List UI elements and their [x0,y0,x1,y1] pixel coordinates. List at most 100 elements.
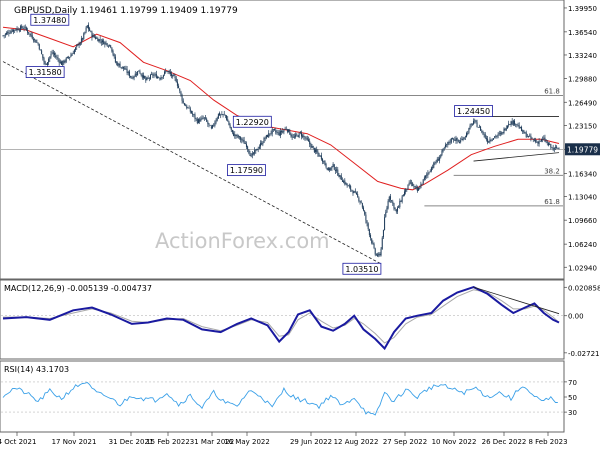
candle-body [37,43,39,45]
candle-body [23,28,25,29]
candle-body [471,124,473,125]
date-tick-label: 15 Feb 2022 [146,438,190,446]
candle-body [365,214,367,221]
candle-body [188,107,190,109]
candle-body [470,124,472,126]
candle-body [415,186,417,189]
candle-body [189,108,191,112]
candle-body [327,168,329,171]
candle-body [121,66,123,68]
candle-body [217,113,219,119]
candle-body [152,74,154,76]
candle-body [114,56,116,63]
macd-tick-label: 0.00 [568,313,584,321]
candle-body [124,68,126,70]
candle-body [354,191,356,193]
candle-body [372,242,374,245]
candle-body [523,130,525,134]
date-tick-label: 31 Mar 2022 [190,438,234,446]
candle-body [480,126,482,131]
price-label-box [454,105,493,117]
candle-body [460,140,462,143]
candle-body [208,123,210,125]
date-tick-label: 4 Oct 2021 [0,438,36,446]
rsi-tick-label: 50 [568,394,577,402]
date-tick-label: 8 Feb 2023 [528,438,567,446]
candle-body [478,126,480,128]
candle-body [86,25,88,28]
candle-body [90,31,92,32]
candle-body [501,132,503,134]
candle-body [210,126,212,129]
candle-body [380,248,382,256]
candle-body [214,122,216,126]
candle-body [206,118,208,122]
candle-body [332,163,334,167]
candle-body [553,147,555,150]
watermark: ActionForex.com [155,229,330,253]
candle-body [351,189,353,191]
candle-body [18,30,20,31]
candle-body [6,32,8,35]
candle-body [532,139,534,140]
candle-body [439,157,441,161]
candle-body [419,188,421,189]
candle-body [285,129,287,130]
candle-body [363,207,365,211]
candle-body [173,74,175,77]
candle-body [226,115,228,120]
candle-body [412,183,414,187]
candle-body [521,126,523,132]
candle-body [230,127,232,131]
candle-body [373,243,375,249]
macd-tick-label: -0.027213 [568,350,600,358]
candle-body [234,134,236,136]
candle-body [229,124,231,128]
candle-body [313,148,315,153]
candle-body [317,151,319,154]
rsi-panel: RSI(14) 43.1703 70 50 30 [0,360,577,433]
candle-body [168,70,170,73]
candle-body [56,57,58,58]
candle-body [558,147,560,149]
candle-body [166,71,168,72]
candle-body [512,120,514,125]
candle-body [38,44,40,50]
price-panel-frame [0,0,565,280]
candle-body [347,185,349,187]
candle-body [241,139,243,141]
candle-body [21,25,23,29]
candle-body [223,113,225,115]
price-label-box [227,164,266,177]
candle-body [557,147,559,149]
candle-body [8,32,10,34]
candle-body [338,175,340,178]
candle-body [264,138,266,139]
candle-body [329,168,331,171]
candle-body [542,138,544,140]
candle-body [219,112,221,116]
candle-body [116,62,118,64]
price-tick-label: 1.26490 [568,99,597,107]
candle-body [160,77,162,80]
candle-body [499,133,501,134]
candle-body [254,150,256,154]
candle-body [101,40,103,43]
candle-body [309,140,311,145]
current-price-tag [565,143,600,156]
price-label-box [232,115,272,128]
candle-body [462,138,464,141]
candle-body [549,144,551,145]
candle-body [133,76,135,78]
rsi-tick-label: 30 [568,409,577,417]
candle-body [182,100,184,103]
candle-body [31,35,33,39]
candle-body [197,119,199,124]
candle-body [427,173,429,176]
candle-body [39,49,41,51]
candle-body [290,134,292,136]
price-label-box [30,13,70,26]
candle-body [552,147,554,150]
candle-body [435,162,437,163]
candle-body [411,182,413,184]
